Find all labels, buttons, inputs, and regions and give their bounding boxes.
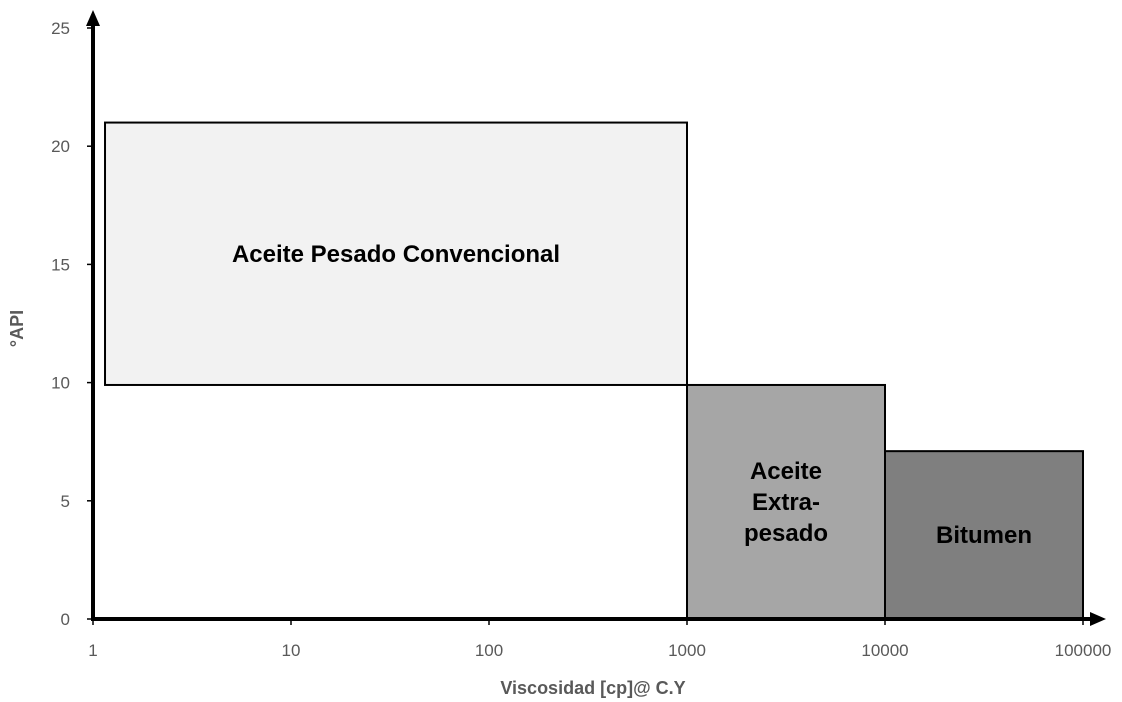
region-0: Aceite Pesado Convencional <box>104 121 688 386</box>
x-tick-label: 10000 <box>861 641 908 660</box>
region-label-line: Aceite <box>750 458 822 485</box>
y-tick-label: 20 <box>51 137 70 156</box>
region-label: Bitumen <box>936 522 1032 549</box>
y-tick-label: 25 <box>51 19 70 38</box>
region-label-line: Bitumen <box>936 522 1032 549</box>
region-label-line: Extra- <box>752 489 820 516</box>
y-axis-title: °API <box>7 310 27 347</box>
region-label-line: Aceite Pesado Convencional <box>232 241 560 268</box>
y-tick-label: 10 <box>51 374 70 393</box>
ticks-layer: 1 10 100 1000 10000 100000 0 5 10 15 20 25 <box>51 19 1111 660</box>
regions-layer: Aceite Pesado Convencional Aceite Extra-pe… <box>104 121 1084 620</box>
region-rect <box>686 383 886 620</box>
x-axis-arrow-icon <box>1090 612 1106 626</box>
x-tick-label: 100 <box>475 641 503 660</box>
region-label-line: pesado <box>744 520 828 547</box>
region-2: Bitumen <box>884 450 1084 620</box>
axes-layer <box>86 10 1106 626</box>
region-1: Aceite Extra-pesado <box>686 383 886 620</box>
region-rect <box>104 121 688 386</box>
x-tick-label: 1000 <box>668 641 706 660</box>
x-tick-label: 10 <box>282 641 301 660</box>
y-tick-label: 0 <box>61 610 70 629</box>
x-axis-title: Viscosidad [cp]@ C.Y <box>500 678 685 698</box>
region-label: Aceite Pesado Convencional <box>232 241 560 268</box>
region-label: Aceite Extra-pesado <box>744 458 828 547</box>
region-rect <box>884 450 1084 620</box>
y-tick-label: 5 <box>61 492 70 511</box>
y-tick-label: 15 <box>51 255 70 274</box>
y-axis-arrow-icon <box>86 10 100 26</box>
x-tick-label: 1 <box>88 641 97 660</box>
x-tick-label: 100000 <box>1055 641 1112 660</box>
